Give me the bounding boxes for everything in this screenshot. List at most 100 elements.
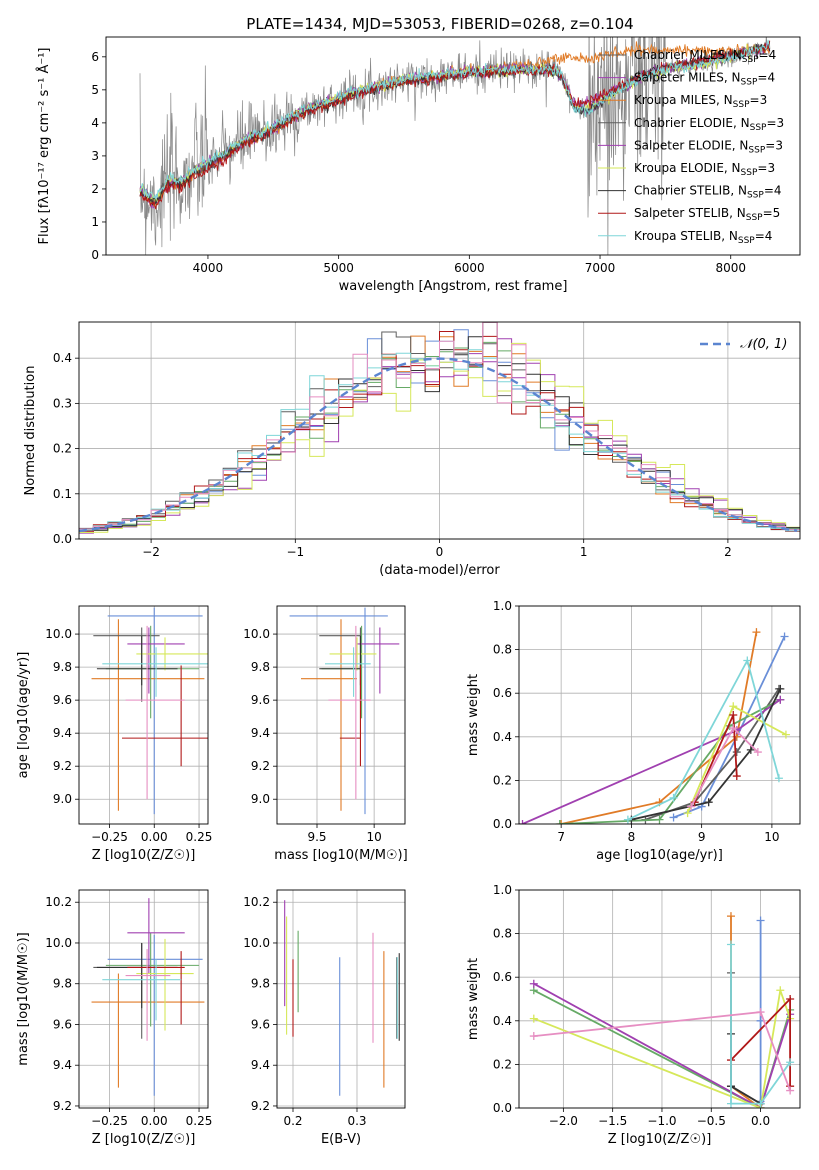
axes-frame	[78, 889, 209, 1109]
axes-frame	[78, 605, 209, 825]
age_vs_Z-panel: −0.25 0.00 0.25 9.0 9.2 9.4 9.6 9.8 10.0 Z [log10…	[16, 605, 213, 863]
errorbar-point-9	[102, 959, 182, 1021]
y-tick-label: 0.0	[493, 1101, 512, 1115]
legend-value: =4	[757, 71, 775, 85]
y-tick-label: 9.0	[251, 792, 270, 806]
legend-text: Salpeter STELIB, N	[634, 206, 746, 220]
y-tick-label: 9.4	[53, 1058, 72, 1072]
legend-text: Kroupa ELODIE, N	[634, 161, 741, 175]
axes-frame	[518, 889, 801, 1109]
y-axis-label: Flux [fλ10⁻¹⁷ erg cm⁻² s⁻¹ Å⁻¹]	[36, 48, 52, 245]
legend-label: Salpeter STELIB, NSSP=5	[634, 206, 780, 223]
legend-value: =4	[759, 48, 777, 62]
errorbars	[91, 898, 205, 1096]
x-tick-label: −1.0	[647, 1114, 676, 1128]
weight-marker	[687, 802, 696, 811]
x-tick-label: 9.5	[307, 830, 326, 844]
errorbars	[289, 607, 400, 815]
y-tick-label: 9.6	[251, 693, 270, 707]
x-tick-label: 5000	[323, 261, 354, 275]
x-tick-label: 0.00	[141, 1114, 168, 1128]
x-tick-label: −1	[286, 545, 304, 559]
weight-marker	[732, 748, 741, 757]
x-tick-label: −0.25	[91, 830, 128, 844]
y-tick-label: 9.6	[53, 1017, 72, 1031]
y-tick-label: 0.8	[493, 927, 512, 941]
errorbar-point-5	[127, 627, 185, 694]
y-tick-label: 0.1	[53, 487, 72, 501]
legend-label: Salpeter ELODIE, NSSP=3	[634, 138, 783, 155]
y-tick-label: 9.6	[251, 1017, 270, 1031]
weight-lines	[529, 912, 795, 1108]
legend-label: Salpeter MILES, NSSP=4	[634, 71, 775, 88]
y-tick-label: 9.2	[53, 1099, 72, 1113]
weight-marker	[555, 820, 564, 824]
weight-marker	[726, 940, 735, 949]
x-tick-label: 8000	[715, 261, 746, 275]
weight-marker	[756, 1008, 765, 1017]
errorbar-point-6	[329, 637, 377, 671]
axes-frame	[105, 36, 801, 256]
legend-text: Kroupa MILES, N	[634, 93, 733, 107]
legend-value: =3	[750, 93, 768, 107]
y-tick-label: 0.6	[493, 970, 512, 984]
y-tick-label: 9.8	[53, 977, 72, 991]
weight-marker	[752, 628, 761, 637]
errorbar-point-6	[136, 938, 194, 1031]
figure-title: PLATE=1434, MJD=53053, FIBERID=0268, z=0…	[246, 15, 633, 33]
x-tick-label: 7	[557, 830, 565, 844]
y-axis-label: mass weight	[466, 958, 481, 1040]
legend-value: =5	[763, 206, 781, 220]
x-tick-label: −0.5	[697, 1114, 726, 1128]
legend-sub: SSP	[750, 123, 767, 133]
legend-sub: SSP	[748, 145, 765, 155]
x-tick-label: 1	[580, 545, 588, 559]
x-tick-label: −1.5	[598, 1114, 627, 1128]
y-tick-label: 0.3	[53, 396, 72, 410]
y-tick-label: 0.2	[493, 1057, 512, 1071]
weight-marker	[729, 702, 738, 711]
legend-text: Chabrier STELIB, N	[634, 184, 747, 198]
errorbar-point-1	[107, 934, 203, 1096]
y-tick-label: 3	[91, 149, 99, 163]
x-axis-label: age [log10(age/yr)]	[596, 848, 723, 863]
weight-marker	[726, 1099, 735, 1108]
spectrum-panel: 4000 5000 6000 7000 8000 0 1 2 3 4 5 6 wavelength [A…	[36, 36, 801, 294]
model-line-9	[139, 39, 771, 200]
errorbar-point-10	[328, 625, 371, 800]
x-axis-label: Z [log10(Z/Z☉)]	[92, 848, 196, 863]
y-tick-label: 9.8	[53, 660, 72, 674]
errorbar-point-2	[91, 619, 205, 811]
weight-marker	[683, 809, 692, 818]
errorbar-point-9	[102, 647, 208, 697]
weight-lines	[519, 628, 790, 824]
y-tick-label: 0.6	[493, 686, 512, 700]
errorbar-point-5	[127, 898, 185, 974]
weight-marker	[786, 1086, 795, 1095]
errorbar-point-7	[96, 635, 178, 686]
legend-value: =4	[755, 229, 773, 243]
weight-marker	[756, 916, 765, 925]
y-tick-label: 0.4	[53, 351, 72, 365]
legend-text: Salpeter MILES, N	[634, 71, 741, 85]
legend-value: =3	[757, 161, 775, 175]
weight-marker	[729, 724, 738, 733]
y-tick-label: 10.0	[45, 936, 72, 950]
y-tick-label: 9.4	[251, 726, 270, 740]
y-tick-label: 9.2	[53, 759, 72, 773]
legend-text: Chabrier ELODIE, N	[634, 116, 750, 130]
x-tick-label: 10	[367, 830, 382, 844]
weight-marker	[786, 1058, 795, 1067]
mass_vs_Z-panel: −0.25 0.00 0.25 9.2 9.4 9.6 9.8 10.0 10.2 Z [log1…	[16, 889, 212, 1147]
x-tick-label: 0.00	[141, 830, 168, 844]
legend-sub: SSP	[747, 191, 764, 201]
weight-marker	[753, 748, 762, 757]
y-tick-label: 9.0	[53, 792, 72, 806]
x-tick-label: 0.25	[186, 830, 213, 844]
y-tick-label: 9.4	[53, 726, 72, 740]
legend-sub: SSP	[741, 78, 758, 88]
errorbar-point-6	[136, 637, 208, 671]
legend-sub: SSP	[733, 100, 750, 110]
legend-value: =4	[764, 184, 782, 198]
